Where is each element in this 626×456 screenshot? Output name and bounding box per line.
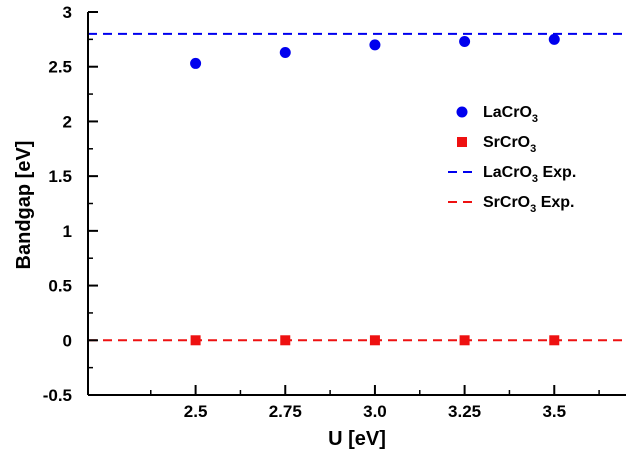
x-tick-label-0: 2.5 <box>184 402 208 421</box>
series-0-point-1 <box>279 46 291 58</box>
y-tick-label-3: 1 <box>63 222 72 241</box>
x-tick-label-1: 2.75 <box>269 402 302 421</box>
y-tick-label-6: 2.5 <box>48 58 72 77</box>
series-0-point-4 <box>548 33 560 45</box>
legend-label-2: LaCrO3 Exp. <box>483 164 576 185</box>
series-0-point-3 <box>459 36 471 48</box>
y-axis-title: Bandgap [eV] <box>13 141 35 270</box>
legend-label-3: SrCrO3 Exp. <box>483 194 574 215</box>
y-tick-label-7: 3 <box>63 3 72 22</box>
y-tick-label-0: -0.5 <box>43 386 72 405</box>
legend-marker-1 <box>457 137 467 147</box>
y-tick-label-2: 0.5 <box>48 277 72 296</box>
series-0-point-2 <box>369 39 381 51</box>
series-0-point-0 <box>190 57 202 69</box>
x-tick-label-2: 3.0 <box>363 402 387 421</box>
y-tick-label-4: 1.5 <box>48 167 72 186</box>
legend-label-1: SrCrO3 <box>483 134 536 155</box>
legend-label-0: LaCrO3 <box>483 104 538 125</box>
legend: LaCrO3 SrCrO3 LaCrO3 Exp. SrCrO3 Exp. <box>448 104 576 215</box>
plot-area <box>88 32 626 346</box>
x-tick-label-4: 3.5 <box>542 402 566 421</box>
x-tick-label-3: 3.25 <box>448 402 481 421</box>
y-tick-label-5: 2 <box>63 112 72 131</box>
y-tick-label-1: 0 <box>63 331 72 350</box>
axes: -0.5 0 0.5 1 1.5 2 2.5 3 2.5 2.75 3.0 3.25 3.5 <box>43 3 626 421</box>
x-axis-title: U [eV] <box>328 428 386 450</box>
legend-marker-0 <box>456 106 468 118</box>
